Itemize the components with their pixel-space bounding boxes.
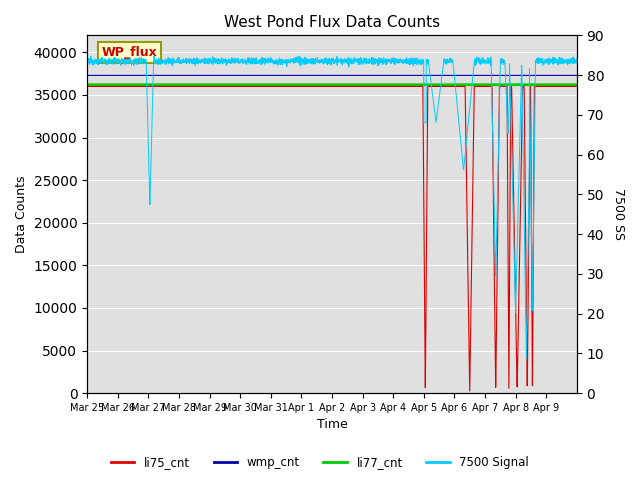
X-axis label: Time: Time [317, 419, 348, 432]
Legend: li75_cnt, wmp_cnt, li77_cnt, 7500 Signal: li75_cnt, wmp_cnt, li77_cnt, 7500 Signal [106, 452, 534, 474]
Title: West Pond Flux Data Counts: West Pond Flux Data Counts [224, 15, 440, 30]
Y-axis label: Data Counts: Data Counts [15, 176, 28, 253]
Text: WP_flux: WP_flux [102, 46, 157, 59]
Y-axis label: 7500 SS: 7500 SS [612, 188, 625, 240]
